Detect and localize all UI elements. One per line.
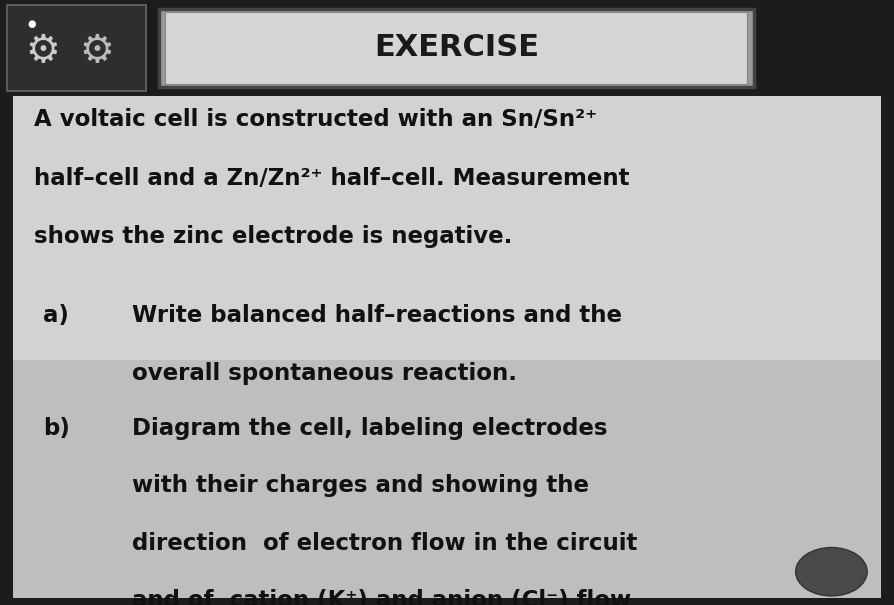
Text: direction  of electron flow in the circuit: direction of electron flow in the circui…	[132, 532, 637, 555]
Bar	[881, 96, 894, 605]
Circle shape	[796, 548, 867, 596]
Bar	[165, 11, 747, 84]
Bar	[0, 598, 894, 605]
Bar	[7, 5, 146, 91]
Text: half–cell and a Zn/Zn²⁺ half–cell. Measurement: half–cell and a Zn/Zn²⁺ half–cell. Measu…	[34, 167, 629, 190]
Text: with their charges and showing the: with their charges and showing the	[132, 474, 589, 497]
Bar	[0, 96, 894, 605]
Text: ⚙: ⚙	[25, 32, 61, 70]
Text: and of  cation (K⁺) and anion (Cl⁻) flow: and of cation (K⁺) and anion (Cl⁻) flow	[132, 589, 631, 605]
Text: b): b)	[43, 416, 70, 439]
Text: Diagram the cell, labeling electrodes: Diagram the cell, labeling electrodes	[132, 416, 608, 439]
Text: ⚙: ⚙	[79, 32, 114, 70]
Text: EXERCISE: EXERCISE	[374, 33, 539, 62]
Text: Write balanced half–reactions and the: Write balanced half–reactions and the	[132, 304, 622, 327]
Bar	[0, 96, 13, 605]
Text: ●: ●	[27, 19, 36, 29]
Text: A voltaic cell is constructed with an Sn/Sn²⁺: A voltaic cell is constructed with an Sn…	[34, 108, 597, 131]
Text: shows the zinc electrode is negative.: shows the zinc electrode is negative.	[34, 226, 512, 249]
Bar	[0, 0, 894, 96]
Bar	[159, 9, 754, 87]
Bar	[13, 360, 881, 598]
Text: a): a)	[43, 304, 69, 327]
Text: overall spontaneous reaction.: overall spontaneous reaction.	[132, 362, 518, 385]
